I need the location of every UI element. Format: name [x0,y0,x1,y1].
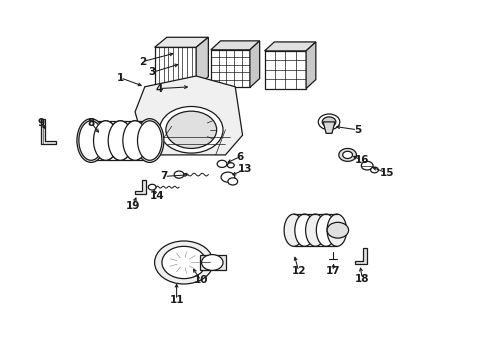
Circle shape [174,171,184,178]
Text: 17: 17 [326,266,340,276]
Text: 10: 10 [194,275,208,285]
Ellipse shape [306,214,325,246]
Text: 3: 3 [148,67,156,77]
Circle shape [322,117,336,127]
Circle shape [361,161,373,170]
Ellipse shape [136,119,164,162]
Ellipse shape [108,121,133,160]
Ellipse shape [94,121,118,160]
Circle shape [159,107,223,153]
Polygon shape [323,122,335,134]
Ellipse shape [327,214,346,246]
Bar [211,50,250,87]
Circle shape [162,246,206,279]
Text: 13: 13 [238,164,252,174]
Text: 1: 1 [117,73,124,83]
Text: 9: 9 [38,118,45,128]
Polygon shape [135,76,243,155]
Circle shape [327,222,348,238]
Text: 19: 19 [125,201,140,211]
Circle shape [370,167,378,173]
Circle shape [155,241,213,284]
Circle shape [227,163,234,168]
Text: 16: 16 [355,155,369,165]
Ellipse shape [295,214,315,246]
Polygon shape [250,41,260,87]
Ellipse shape [123,121,147,160]
Ellipse shape [77,119,105,162]
Polygon shape [196,37,208,87]
Polygon shape [211,41,260,50]
Ellipse shape [79,121,103,160]
Text: 12: 12 [292,266,306,276]
Ellipse shape [284,214,304,246]
Circle shape [228,178,238,185]
Bar [199,255,226,270]
Ellipse shape [94,121,118,160]
Text: 14: 14 [150,191,164,201]
Polygon shape [265,42,316,51]
Text: 7: 7 [161,171,168,181]
Ellipse shape [123,121,147,160]
Polygon shape [41,119,56,144]
Text: 4: 4 [156,84,163,94]
Polygon shape [135,180,147,194]
Text: 11: 11 [170,295,184,305]
Circle shape [217,160,227,167]
Text: 6: 6 [237,152,244,162]
Polygon shape [355,248,367,264]
Ellipse shape [79,121,103,160]
Ellipse shape [138,121,162,160]
Circle shape [148,184,156,190]
Ellipse shape [108,121,133,160]
Text: 5: 5 [354,125,361,135]
Bar [265,51,306,89]
Circle shape [201,255,223,270]
Circle shape [318,114,340,130]
Ellipse shape [317,214,336,246]
Text: 8: 8 [87,118,95,128]
Polygon shape [306,42,316,89]
Circle shape [221,172,235,182]
Circle shape [166,111,217,148]
Bar [155,47,196,87]
Text: 15: 15 [379,168,394,178]
Polygon shape [155,37,208,47]
Text: 2: 2 [139,57,146,67]
Text: 18: 18 [355,274,369,284]
Ellipse shape [138,121,162,160]
